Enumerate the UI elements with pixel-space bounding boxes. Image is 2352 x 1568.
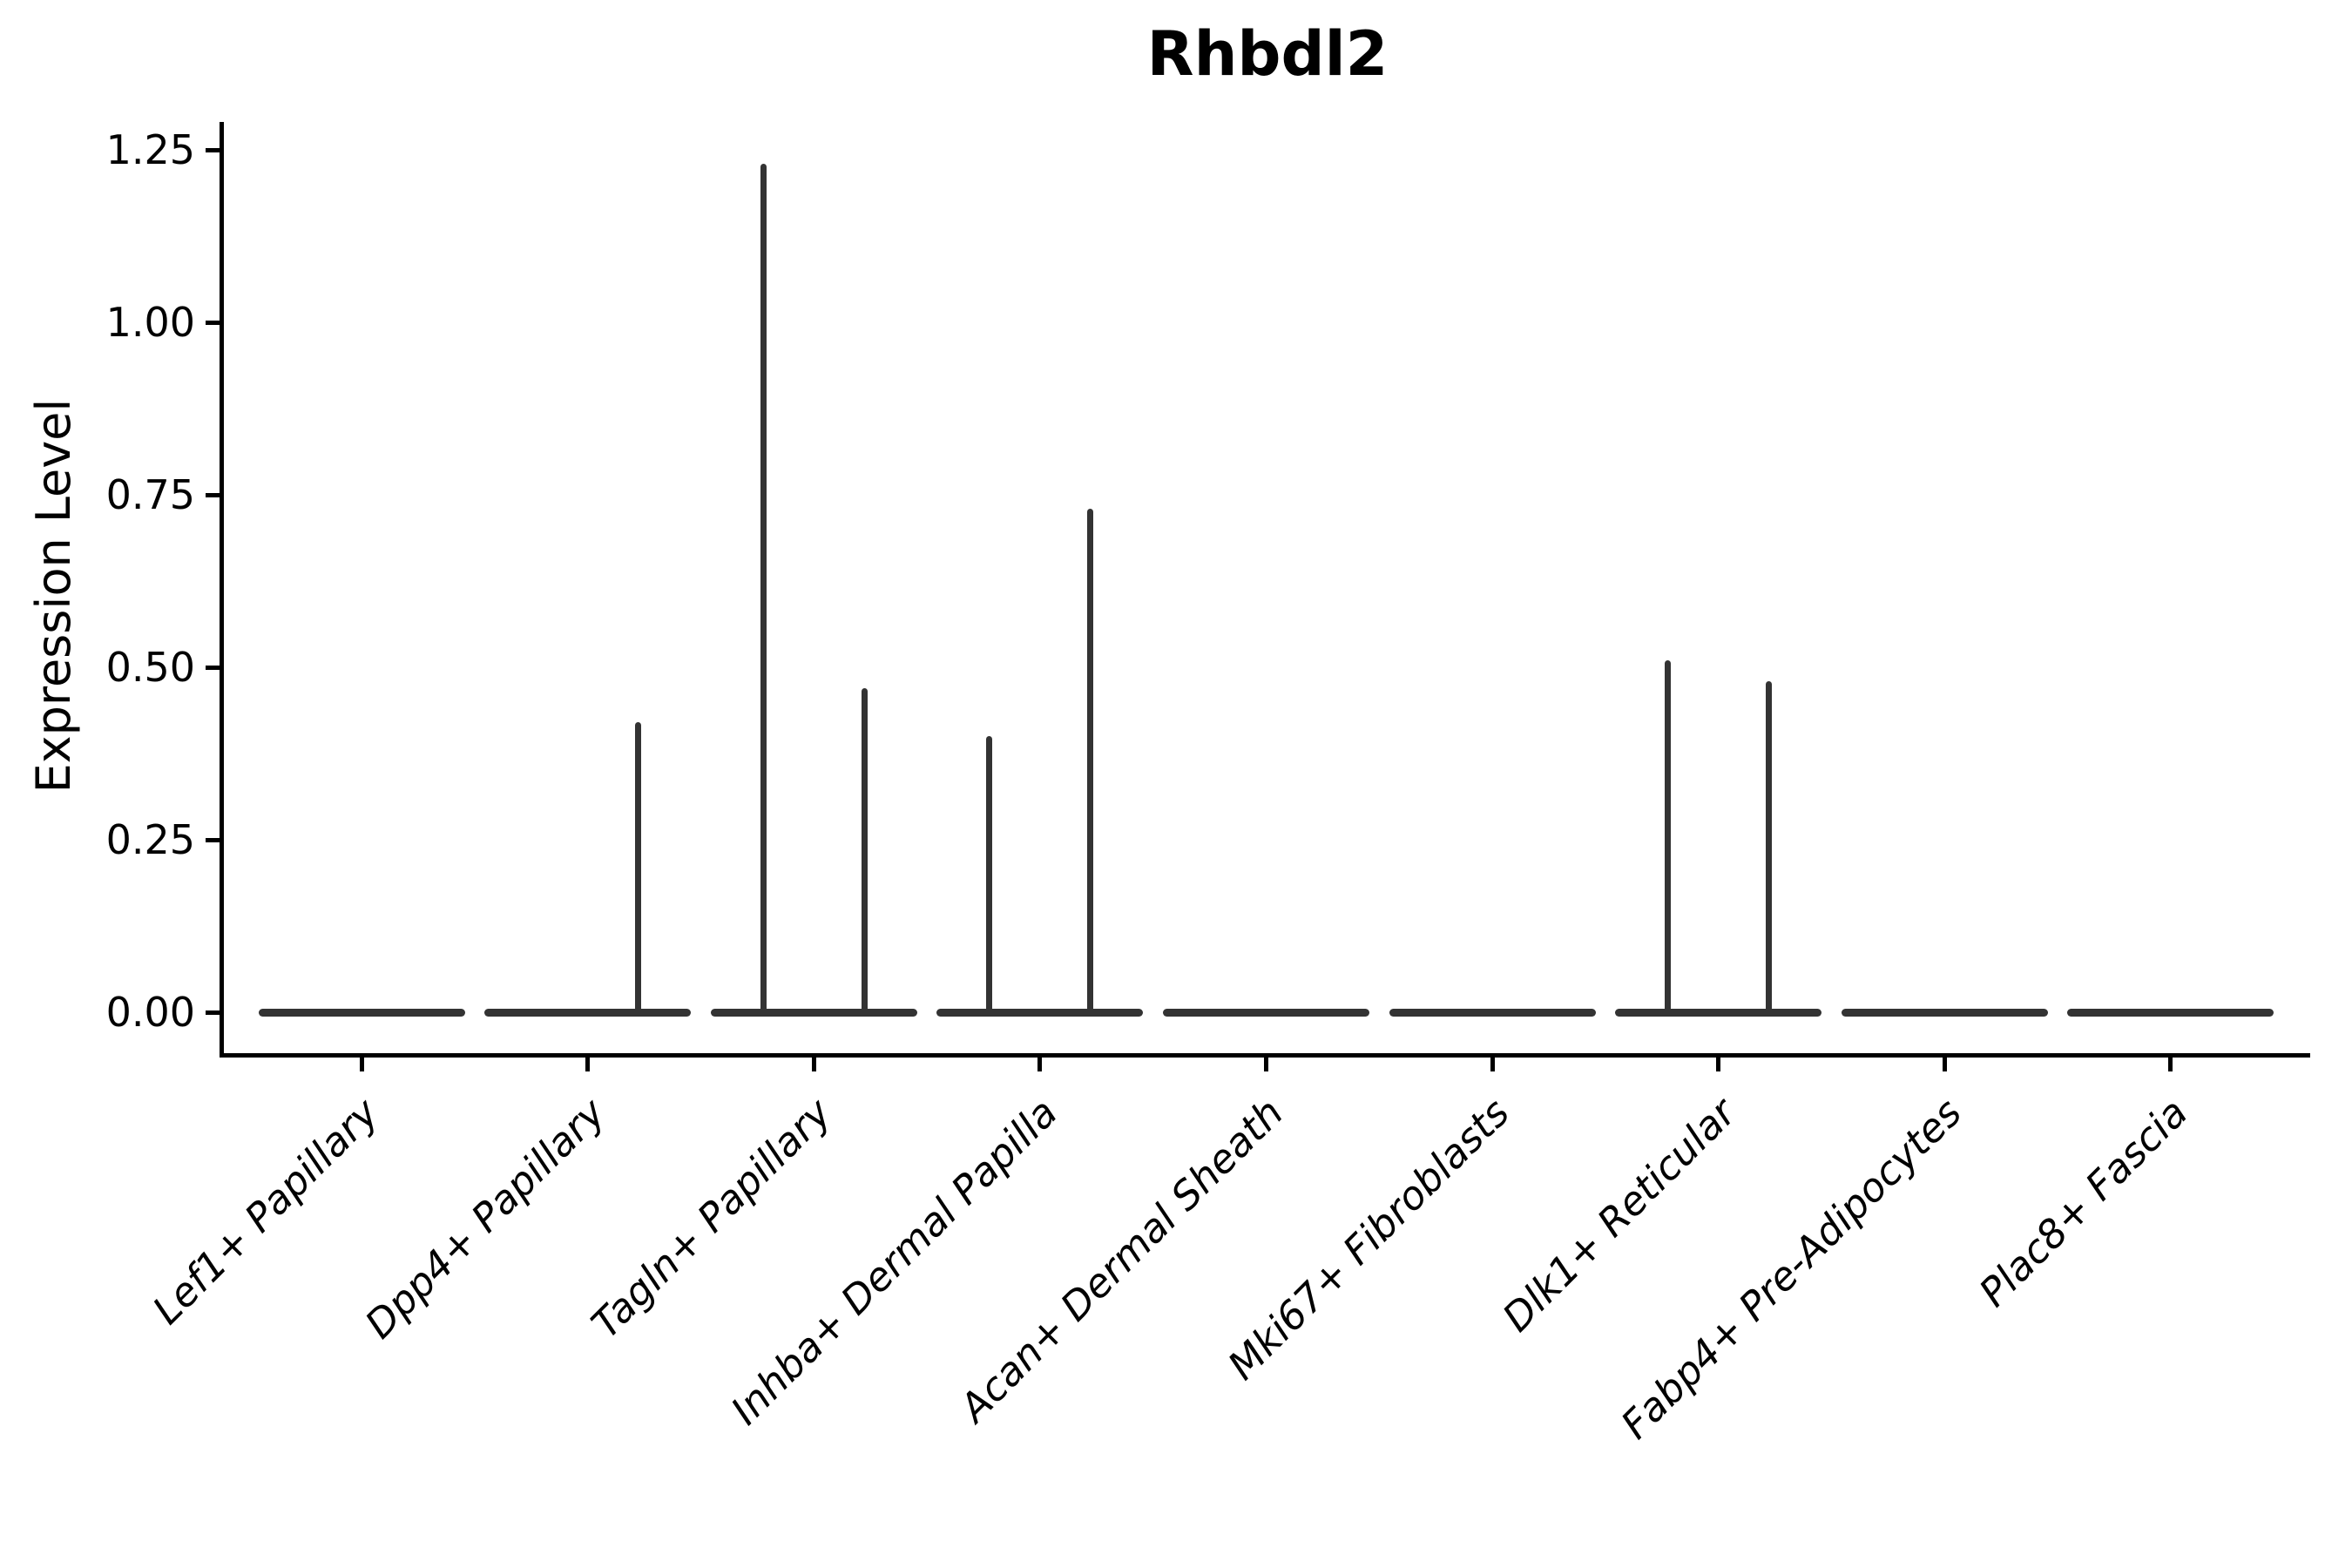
violin-baseline <box>2067 1008 2274 1017</box>
y-axis-spine <box>220 122 224 1058</box>
y-tick-label: 1.25 <box>105 126 195 173</box>
y-tick-label: 1.00 <box>105 299 195 346</box>
x-tick-label: Dpp4+ Papillary <box>355 1089 614 1348</box>
x-tick-mark <box>359 1058 364 1071</box>
violin-baseline <box>258 1008 465 1017</box>
chart-title: Rhbdl2 <box>1146 18 1389 90</box>
violin-baseline <box>1841 1008 2048 1017</box>
x-tick-mark <box>1716 1058 1721 1071</box>
x-tick-mark <box>1942 1058 1947 1071</box>
y-tick-mark <box>206 492 220 497</box>
x-tick-label: Lef1+ Papillary <box>144 1089 389 1334</box>
x-tick-label: Dlk1+ Reticular <box>1493 1089 1745 1341</box>
y-tick-mark <box>206 837 220 842</box>
x-tick-mark <box>1490 1058 1495 1071</box>
violin-baseline <box>484 1008 692 1017</box>
violin-baseline <box>936 1008 1144 1017</box>
x-tick-mark <box>585 1058 591 1071</box>
violin-spike <box>1665 660 1672 1012</box>
y-tick-mark <box>206 1010 220 1015</box>
y-axis-label: Expression Level <box>26 398 81 794</box>
violin-baseline <box>710 1008 917 1017</box>
violin-spike <box>986 736 993 1012</box>
y-tick-label: 0.50 <box>105 644 195 691</box>
x-tick-mark <box>2168 1058 2173 1071</box>
violin-spike <box>861 687 868 1012</box>
x-tick-label: Tagln+ Papillary <box>582 1089 841 1348</box>
x-tick-mark <box>1263 1058 1268 1071</box>
x-tick-label: Plac8+ Fascia <box>1970 1089 2197 1316</box>
y-tick-mark <box>206 665 220 670</box>
y-tick-mark <box>206 147 220 152</box>
violin-spike <box>1766 680 1773 1012</box>
x-tick-mark <box>811 1058 816 1071</box>
violin-spike <box>635 722 642 1012</box>
violin-baseline <box>1615 1008 1822 1017</box>
x-tick-mark <box>1037 1058 1043 1071</box>
y-tick-label: 0.75 <box>105 471 195 518</box>
violin-baseline <box>1162 1008 1369 1017</box>
y-tick-label: 0.00 <box>105 989 195 1036</box>
y-tick-label: 0.25 <box>105 816 195 863</box>
violin-spike <box>760 163 767 1012</box>
x-axis-spine <box>220 1053 2310 1058</box>
y-tick-mark <box>206 320 220 325</box>
violin-spike <box>1087 508 1094 1012</box>
violin-baseline <box>1389 1008 1596 1017</box>
